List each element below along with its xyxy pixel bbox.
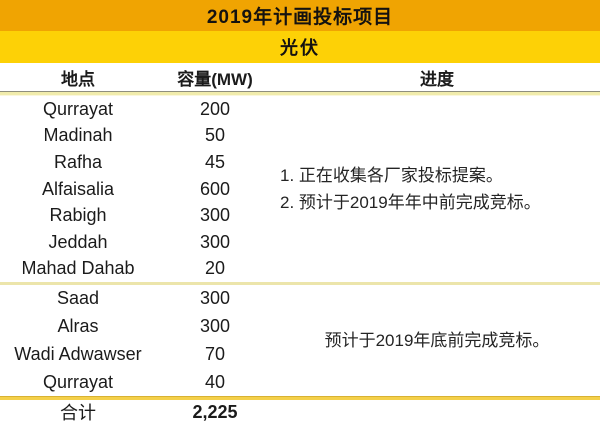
title-band: 2019年计画投标项目 (0, 0, 600, 31)
capacity-cell: 20 (204, 258, 226, 279)
capacity-cell: 300 (199, 288, 231, 309)
project-group-2: Saad 300 Alras 300 Wadi Adwawser 70 Qurr… (0, 285, 600, 396)
location-cell: Jeddah (48, 231, 108, 252)
location-cell: Wadi Adwawser (14, 343, 142, 364)
capacity-cell: 300 (199, 205, 231, 226)
location-cell: Qurrayat (42, 98, 114, 119)
location-cell: Rafha (53, 151, 103, 172)
table-row: Qurrayat 40 (0, 368, 274, 396)
location-cell: Saad (56, 288, 100, 309)
table-row: Rafha 45 (0, 149, 274, 176)
location-cell: Rabigh (49, 205, 107, 226)
location-cell: Alfaisalia (41, 178, 115, 199)
capacity-cell: 300 (199, 231, 231, 252)
capacity-cell: 40 (204, 371, 226, 392)
total-divider (0, 396, 600, 400)
total-row: 合计 2,225 (0, 400, 600, 424)
group-divider (0, 282, 600, 285)
subtitle-band: 光伏 (0, 31, 600, 63)
table-row: Qurrayat 200 (0, 96, 274, 123)
header-divider (0, 91, 600, 96)
location-cell: Mahad Dahab (21, 258, 135, 279)
table-row: Rabigh 300 (0, 202, 274, 229)
progress-line: 预计于2019年底前完成竞标。 (324, 331, 550, 350)
capacity-cell: 200 (199, 98, 231, 119)
capacity-cell: 300 (199, 316, 231, 337)
page-title: 2019年计画投标项目 (206, 7, 394, 28)
progress-line: 1. 正在收集各厂家投标提案。 (280, 166, 503, 185)
group-2-rows: Saad 300 Alras 300 Wadi Adwawser 70 Qurr… (0, 285, 274, 396)
column-header-progress: 进度 (420, 69, 454, 89)
location-cell: Alras (57, 316, 99, 337)
table-row: Alfaisalia 600 (0, 176, 274, 203)
project-group-1: Qurrayat 200 Madinah 50 Rafha 45 Alfaisa… (0, 96, 600, 282)
progress-note-group-1: 1. 正在收集各厂家投标提案。 2. 预计于2019年年中前完成竞标。 (274, 96, 600, 282)
capacity-cell: 600 (199, 178, 231, 199)
capacity-cell: 45 (204, 151, 226, 172)
total-label: 合计 (60, 403, 96, 423)
table-row: Madinah 50 (0, 123, 274, 150)
progress-note-group-2: 预计于2019年底前完成竞标。 (274, 285, 600, 396)
table-row: Jeddah 300 (0, 229, 274, 256)
column-header-row: 地点 容量(MW) 进度 (0, 63, 600, 91)
progress-line: 2. 预计于2019年年中前完成竞标。 (280, 193, 541, 212)
group-1-rows: Qurrayat 200 Madinah 50 Rafha 45 Alfaisa… (0, 96, 274, 282)
total-value: 2,225 (192, 401, 238, 422)
table-row: Saad 300 (0, 285, 274, 313)
capacity-cell: 70 (204, 343, 226, 364)
table-row: Alras 300 (0, 313, 274, 341)
capacity-cell: 50 (204, 125, 226, 146)
column-header-location: 地点 (61, 69, 95, 89)
location-cell: Qurrayat (42, 371, 114, 392)
column-header-capacity: 容量(MW) (177, 69, 253, 89)
table-row: Mahad Dahab 20 (0, 255, 274, 282)
table-row: Wadi Adwawser 70 (0, 341, 274, 369)
location-cell: Madinah (43, 125, 113, 146)
subtitle: 光伏 (280, 38, 320, 58)
